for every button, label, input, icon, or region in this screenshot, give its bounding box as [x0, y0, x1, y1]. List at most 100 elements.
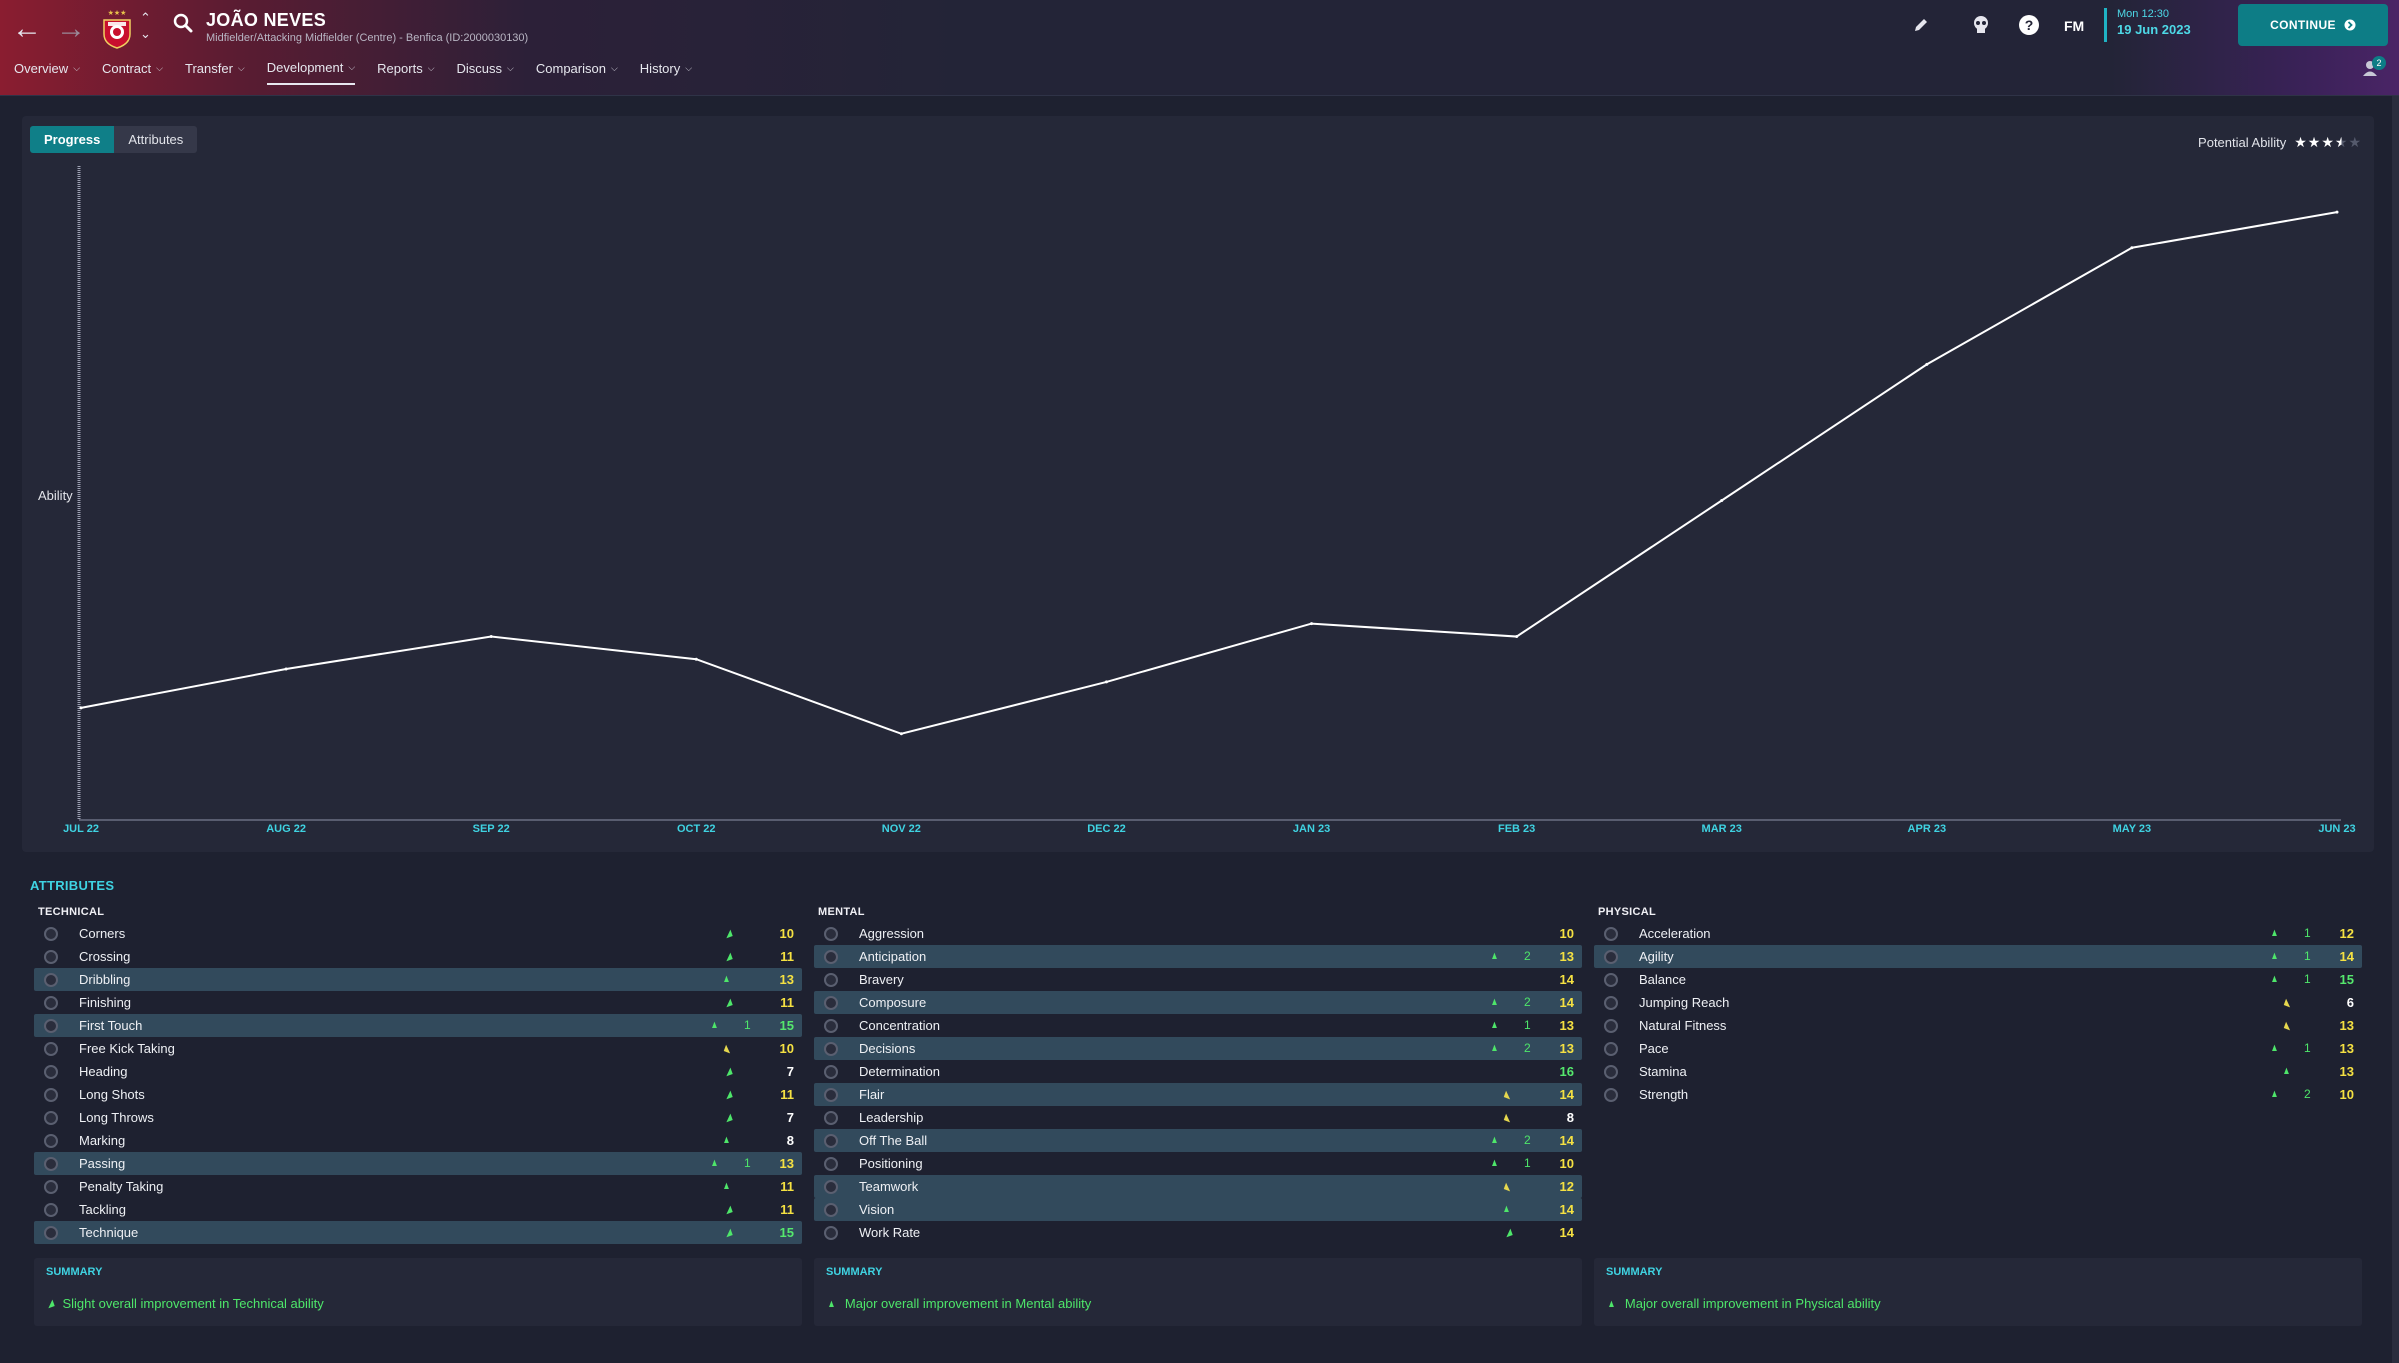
attribute-row[interactable]: Corners ◢ 10: [34, 922, 802, 945]
attribute-value: 14: [1559, 1225, 1574, 1240]
attribute-label: Off The Ball: [859, 1133, 928, 1148]
attribute-value: 16: [1559, 1064, 1574, 1079]
ability-progress-chart: Ability JUL 22 AUG 22 SEP 22 OCT 22 NOV 22 DEC…: [38, 166, 2356, 835]
fm-menu-button[interactable]: FM: [2064, 18, 2085, 34]
attribute-row[interactable]: Tackling ◢ 11: [34, 1198, 802, 1221]
attribute-row[interactable]: Leadership ◣ 8: [814, 1106, 1582, 1129]
attribute-role-icon: [824, 1225, 838, 1240]
game-date[interactable]: Mon 12:30 19 Jun 2023: [2104, 8, 2224, 42]
ability-point[interactable]: [284, 667, 288, 671]
ability-point[interactable]: [2130, 246, 2134, 250]
attribute-role-icon: [1604, 995, 1618, 1010]
ability-point[interactable]: [899, 732, 903, 736]
ability-point[interactable]: [1310, 622, 1314, 626]
attribute-value: 11: [780, 1179, 794, 1194]
attribute-row[interactable]: Anticipation ▲ 2 13: [814, 945, 1582, 968]
player-subtitle: Midfielder/Attacking Midfielder (Centre)…: [206, 32, 529, 44]
tab-attributes[interactable]: Attributes: [114, 126, 198, 153]
inbox-notification[interactable]: 2: [2360, 56, 2386, 82]
potential-ability-label: Potential Ability: [2198, 135, 2287, 150]
attribute-role-icon: [824, 1064, 838, 1079]
attribute-row[interactable]: Crossing ◢ 11: [34, 945, 802, 968]
attribute-row[interactable]: Technique ◢ 15: [34, 1221, 802, 1244]
attribute-row[interactable]: Flair ◣ 14: [814, 1083, 1582, 1106]
attribute-role-icon: [44, 1087, 58, 1102]
attribute-row[interactable]: Marking ▲ 8: [34, 1129, 802, 1152]
attribute-row[interactable]: Free Kick Taking ◣ 10: [34, 1037, 802, 1060]
x-tick-label: FEB 23: [1498, 823, 1535, 835]
attribute-row[interactable]: Strength ▲ 2 10: [1594, 1083, 2362, 1106]
attribute-row[interactable]: Heading ◢ 7: [34, 1060, 802, 1083]
menu-reports[interactable]: Reports ⌵: [377, 60, 434, 85]
attribute-row[interactable]: Concentration ▲ 1 13: [814, 1014, 1582, 1037]
ability-point[interactable]: [1720, 498, 1724, 502]
back-arrow-icon[interactable]: ←: [12, 12, 42, 45]
attribute-row[interactable]: Pace ▲ 1 13: [1594, 1037, 2362, 1060]
attribute-row[interactable]: Composure ▲ 2 14: [814, 991, 1582, 1014]
search-icon[interactable]: [172, 12, 194, 34]
chevron-down-icon[interactable]: ⌄: [140, 26, 151, 41]
forward-arrow-icon[interactable]: →: [56, 12, 86, 45]
club-switch-chevrons[interactable]: ⌃ ⌄: [140, 10, 151, 42]
summary-text-row: ◢ Slight overall improvement in Technical…: [46, 1296, 324, 1311]
vertical-scrollbar[interactable]: [2392, 96, 2399, 1363]
help-icon[interactable]: ?: [2018, 14, 2040, 36]
attribute-row[interactable]: Balance ▲ 1 15: [1594, 968, 2362, 991]
attribute-row[interactable]: Determination 16: [814, 1060, 1582, 1083]
attribute-row[interactable]: Agility ▲ 1 14: [1594, 945, 2362, 968]
tab-progress[interactable]: Progress: [30, 126, 115, 153]
attribute-row[interactable]: Long Shots ◢ 11: [34, 1083, 802, 1106]
ability-point[interactable]: [79, 706, 83, 710]
ability-point[interactable]: [2335, 210, 2339, 214]
attribute-row[interactable]: Dribbling ▲ 13: [34, 968, 802, 991]
menu-discuss[interactable]: Discuss ⌵: [457, 60, 514, 85]
attribute-row[interactable]: Long Throws ◢ 7: [34, 1106, 802, 1129]
attribute-change: 2: [1524, 995, 1531, 1009]
menu-comparison[interactable]: Comparison ⌵: [536, 60, 618, 85]
attribute-value: 15: [779, 1018, 794, 1033]
attribute-row[interactable]: Vision ▲ 14: [814, 1198, 1582, 1221]
menu-development[interactable]: Development ⌵: [266, 60, 356, 85]
edit-pencil-icon[interactable]: [1912, 16, 1930, 34]
menu-transfer[interactable]: Transfer ⌵: [185, 60, 245, 85]
attribute-row[interactable]: Positioning ▲ 1 10: [814, 1152, 1582, 1175]
attribute-value: 13: [779, 972, 794, 987]
attribute-row[interactable]: Penalty Taking ▲ 11: [34, 1175, 802, 1198]
player-name: JOÃO NEVES: [206, 10, 327, 30]
attribute-row[interactable]: Aggression 10: [814, 922, 1582, 945]
attribute-label: Acceleration: [1639, 926, 1711, 941]
hall-of-fame-skull-icon[interactable]: [1970, 14, 1992, 36]
attribute-row[interactable]: First Touch ▲ 1 15: [34, 1014, 802, 1037]
ability-point[interactable]: [1925, 362, 1929, 366]
attribute-value: 12: [1559, 1179, 1574, 1194]
attribute-value: 12: [2339, 926, 2354, 941]
attribute-row[interactable]: Teamwork ◣ 12: [814, 1175, 1582, 1198]
chevron-down-icon: ⌵: [507, 63, 514, 73]
attribute-row[interactable]: Stamina ▲ 13: [1594, 1060, 2362, 1083]
club-crest-icon[interactable]: ★★★: [98, 8, 136, 50]
attribute-row[interactable]: Off The Ball ▲ 2 14: [814, 1129, 1582, 1152]
attribute-row[interactable]: Work Rate ◢ 14: [814, 1221, 1582, 1244]
ability-point[interactable]: [1515, 635, 1519, 639]
attribute-row[interactable]: Natural Fitness ◣ 13: [1594, 1014, 2362, 1037]
ability-point[interactable]: [694, 657, 698, 661]
continue-button[interactable]: CONTINUE: [2238, 4, 2388, 46]
attribute-row[interactable]: Jumping Reach ◣ 6: [1594, 991, 2362, 1014]
attribute-row[interactable]: Finishing ◢ 11: [34, 991, 802, 1014]
attribute-value: 13: [2339, 1018, 2354, 1033]
menu-contract[interactable]: Contract ⌵: [102, 60, 163, 85]
attribute-value: 13: [2339, 1041, 2354, 1056]
attribute-role-icon: [824, 926, 838, 941]
ability-point[interactable]: [1104, 680, 1108, 684]
attribute-label: Determination: [859, 1064, 940, 1079]
attribute-label: Balance: [1639, 972, 1686, 987]
attribute-row[interactable]: Decisions ▲ 2 13: [814, 1037, 1582, 1060]
menu-overview[interactable]: Overview ⌵: [14, 60, 80, 85]
attribute-row[interactable]: Acceleration ▲ 1 12: [1594, 922, 2362, 945]
attribute-row[interactable]: Passing ▲ 1 13: [34, 1152, 802, 1175]
menu-history[interactable]: History ⌵: [640, 60, 692, 85]
attribute-row[interactable]: Bravery 14: [814, 968, 1582, 991]
ability-point[interactable]: [489, 635, 493, 639]
attribute-change: 1: [744, 1018, 751, 1032]
chevron-up-icon[interactable]: ⌃: [140, 10, 151, 25]
